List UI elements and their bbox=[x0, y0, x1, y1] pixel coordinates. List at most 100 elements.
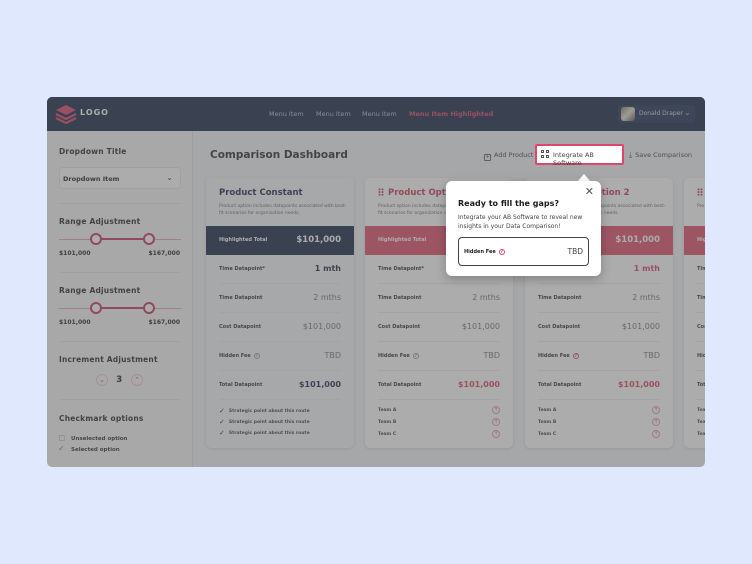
checkbox-label: Unselected option bbox=[71, 436, 128, 442]
table-row: Tim bbox=[697, 284, 705, 313]
page-title: Comparison Dashboard bbox=[210, 149, 348, 161]
bullet-item: ✓ Strategic point about this route bbox=[219, 429, 310, 437]
table-row: Time Datapoint*1 mth bbox=[219, 255, 341, 284]
table-row: Cos bbox=[697, 313, 705, 342]
increment-button[interactable]: ⌃ bbox=[131, 374, 143, 386]
increment-title: Increment Adjustment bbox=[59, 355, 158, 364]
divider bbox=[59, 272, 181, 273]
table-row: Hidden Fee? TBD bbox=[219, 342, 341, 371]
range-2-max-thumb[interactable] bbox=[143, 302, 155, 314]
range-2-min-thumb[interactable] bbox=[90, 302, 102, 314]
highlight-value: $101,000 bbox=[296, 235, 341, 245]
team-icon[interactable]: ↑ bbox=[652, 406, 660, 414]
menu-item-2[interactable]: Menu Item bbox=[316, 110, 351, 118]
card-description: Product option includes datapoints assoc… bbox=[219, 204, 347, 216]
menu-item-highlighted[interactable]: Menu Item Highlighted bbox=[409, 110, 494, 118]
table-row: Hidden Fee? TBD bbox=[378, 342, 500, 371]
chevron-down-icon: ⌄ bbox=[684, 108, 691, 117]
dropdown-select[interactable]: Dropdown Item ⌄ bbox=[59, 167, 181, 189]
checkmark-icon[interactable]: ✓ bbox=[58, 444, 65, 453]
table-row: Hidden Fee? TBD bbox=[538, 342, 660, 371]
table-row: Tim bbox=[697, 255, 705, 284]
range-2-title: Range Adjustment bbox=[59, 286, 141, 295]
drag-handle-icon[interactable] bbox=[697, 188, 703, 196]
help-icon[interactable]: ? bbox=[412, 353, 419, 359]
table-row: Time Datapoint 2 mths bbox=[219, 284, 341, 313]
table-row: Tot bbox=[697, 371, 705, 400]
close-icon[interactable]: ✕ bbox=[584, 185, 594, 198]
user-name: Donald Draper bbox=[639, 110, 683, 117]
bullet-item: ✓ Strategic point about this route bbox=[219, 418, 310, 426]
integration-popover: ✕ Ready to fill the gaps? Integrate your… bbox=[446, 181, 601, 276]
chevron-down-icon: ⌄ bbox=[166, 173, 173, 182]
integrate-ab-software-button[interactable]: Integrate AB Software bbox=[535, 144, 624, 167]
table-row: Hid bbox=[697, 342, 705, 371]
checkmark-title: Checkmark options bbox=[59, 414, 144, 423]
table-row: Total Datapoint $101,000 bbox=[219, 371, 341, 400]
team-icon[interactable]: ↑ bbox=[652, 418, 660, 426]
top-navbar: LOGO Menu Item Menu Item Menu Item Menu … bbox=[47, 97, 705, 131]
table-row: Cost Datapoint $101,000 bbox=[378, 313, 500, 342]
unselected-checkbox[interactable] bbox=[59, 435, 65, 441]
logo-icon[interactable] bbox=[55, 104, 77, 124]
check-icon: ✓ bbox=[219, 429, 225, 437]
logo-text[interactable]: LOGO bbox=[80, 108, 109, 117]
team-icon[interactable]: ↑ bbox=[492, 430, 500, 438]
card-title: Product Constant bbox=[219, 188, 303, 198]
table-row: Total Datapoint $101,000 bbox=[538, 371, 660, 400]
product-card-constant: Product Constant Product option includes… bbox=[206, 178, 354, 448]
team-item: Team C bbox=[538, 432, 557, 437]
divider bbox=[59, 341, 181, 342]
table-row: Time Datapoint 2 mths bbox=[538, 284, 660, 313]
table-row: Time Datapoint 2 mths bbox=[378, 284, 500, 313]
checkbox-label: Selected option bbox=[71, 447, 120, 453]
menu-item-1[interactable]: Menu Item bbox=[269, 110, 304, 118]
popover-body: Integrate your AB Software to reveal new… bbox=[458, 214, 583, 230]
table-row: Cost Datapoint $101,000 bbox=[538, 313, 660, 342]
check-icon: ✓ bbox=[219, 407, 225, 415]
help-icon[interactable]: ? bbox=[498, 249, 505, 255]
plus-icon: + bbox=[484, 154, 491, 161]
team-item: Team A bbox=[538, 408, 557, 413]
check-icon: ✓ bbox=[219, 418, 225, 426]
help-icon[interactable]: ? bbox=[253, 353, 260, 359]
table-row: Total Datapoint $101,000 bbox=[378, 371, 500, 400]
save-comparison-button[interactable]: ⤓ Save Comparison bbox=[629, 151, 693, 159]
team-item: Team B bbox=[538, 420, 557, 425]
range-1-max-thumb[interactable] bbox=[143, 233, 155, 245]
add-product-button[interactable]: + Add Product bbox=[484, 151, 534, 161]
drag-handle-icon[interactable] bbox=[378, 188, 384, 196]
bullet-item: ✓ Strategic point about this route bbox=[219, 407, 310, 415]
help-icon[interactable]: ? bbox=[572, 353, 579, 359]
table-row: Cost Datapoint $101,000 bbox=[219, 313, 341, 342]
team-item: Team A bbox=[378, 408, 397, 413]
product-card-option-3: Pro best Hig Tim Tim Cos Hid Tot Tea Tea… bbox=[684, 178, 705, 448]
highlighted-total-row: Highlighted Total $101,000 bbox=[206, 226, 354, 255]
user-menu[interactable]: Donald Draper ⌄ bbox=[618, 105, 695, 123]
range-2-max: $167,000 bbox=[148, 319, 180, 326]
decrement-button[interactable]: ⌄ bbox=[96, 374, 108, 386]
menu-item-3[interactable]: Menu Item bbox=[362, 110, 397, 118]
range-1-min-thumb[interactable] bbox=[90, 233, 102, 245]
hidden-fee-field[interactable]: Hidden Fee? TBD bbox=[458, 237, 589, 266]
range-1-max: $167,000 bbox=[148, 250, 180, 257]
popover-title: Ready to fill the gaps? bbox=[458, 199, 559, 208]
team-icon[interactable]: ↑ bbox=[492, 406, 500, 414]
divider bbox=[59, 399, 181, 400]
filter-sidebar: Dropdown Title Dropdown Item ⌄ Range Adj… bbox=[47, 131, 193, 467]
dropdown-title: Dropdown Title bbox=[59, 147, 127, 156]
avatar bbox=[621, 107, 635, 121]
card-title[interactable] bbox=[697, 188, 705, 198]
team-icon[interactable]: ↑ bbox=[492, 418, 500, 426]
team-item: Team C bbox=[378, 432, 397, 437]
team-item: Team B bbox=[378, 420, 397, 425]
range-1-min: $101,000 bbox=[59, 250, 91, 257]
range-2-fill bbox=[96, 307, 149, 309]
team-icon[interactable]: ↑ bbox=[652, 430, 660, 438]
increment-value: 3 bbox=[116, 375, 123, 385]
highlighted-total-row: Hig bbox=[684, 226, 705, 255]
highlight-label: Highlighted Total bbox=[219, 237, 268, 243]
download-icon: ⤓ bbox=[629, 151, 633, 159]
grid-icon bbox=[541, 150, 550, 159]
range-1-fill bbox=[96, 238, 149, 240]
